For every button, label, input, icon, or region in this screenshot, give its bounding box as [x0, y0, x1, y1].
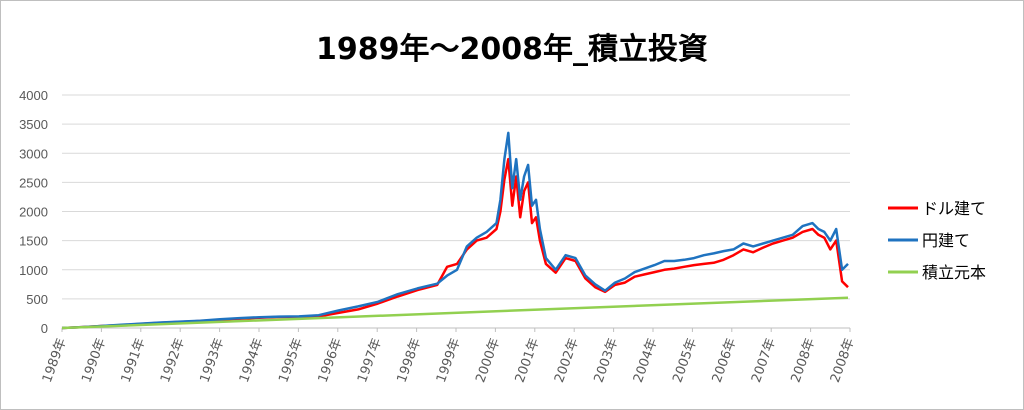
series-layer	[61, 131, 849, 330]
x-tick-label: 2007年	[749, 336, 779, 384]
x-tick-label: 1990年	[79, 336, 109, 384]
legend-label: 円建て	[922, 231, 970, 250]
y-axis: 0 500 1000 1500 2000 2500 3000 3500 4000	[19, 88, 48, 336]
y-tick-label: 4000	[19, 88, 48, 103]
x-tick-label: 1989年	[40, 336, 70, 384]
x-tick-label: 2008年	[828, 336, 858, 384]
x-tick-label: 2008年	[788, 336, 818, 384]
x-axis: 1989年 1990年 1991年 1992年 1993年 1994年 1995年 1996年…	[40, 328, 858, 385]
y-tick-label: 0	[41, 321, 48, 336]
x-tick-label: 2001年	[513, 336, 543, 384]
x-tick-label: 2004年	[631, 336, 661, 384]
x-tick-label: 1991年	[119, 336, 149, 384]
legend-label: 積立元本	[922, 263, 986, 282]
series-line-3	[61, 296, 849, 330]
x-tick-label: 1992年	[158, 336, 188, 384]
x-tick-label: 1998年	[394, 336, 424, 384]
x-tick-label: 2006年	[710, 336, 740, 384]
x-tick-label: 1993年	[197, 336, 227, 384]
grid-layer	[62, 94, 850, 329]
x-tick-label: 1995年	[276, 336, 306, 384]
x-tick-label: 2000年	[473, 336, 503, 384]
y-tick-label: 3000	[19, 146, 48, 161]
x-tick-label: 2005年	[670, 336, 700, 384]
y-tick-label: 500	[26, 292, 48, 307]
x-tick-label: 2003年	[591, 336, 621, 384]
series-line-2	[61, 131, 849, 330]
x-tick-label: 1997年	[355, 336, 385, 384]
x-tick-label: 1996年	[316, 336, 346, 384]
y-tick-label: 2500	[19, 175, 48, 190]
x-tick-label: 2002年	[552, 336, 582, 384]
y-tick-label: 1500	[19, 234, 48, 249]
y-tick-label: 2000	[19, 205, 48, 220]
chart-title: 1989年～2008年_積立投資	[316, 32, 708, 67]
legend-label: ドル建て	[922, 199, 986, 218]
x-tick-label: 1999年	[434, 336, 464, 384]
y-tick-label: 1000	[19, 263, 48, 278]
x-tick-label: 1994年	[237, 336, 267, 384]
y-tick-label: 3500	[19, 117, 48, 132]
